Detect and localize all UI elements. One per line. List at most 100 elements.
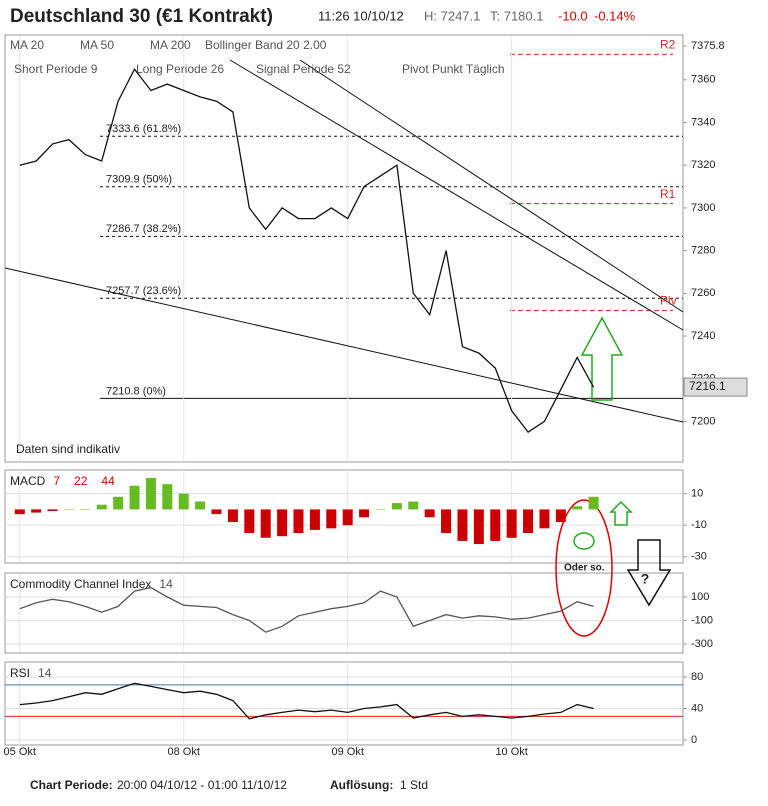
y-tick-label: 0 xyxy=(691,734,697,746)
x-tick-label: 09 Okt xyxy=(331,746,363,758)
panel-title: RSI xyxy=(10,666,30,680)
indicator-label: MA 50 xyxy=(80,38,114,52)
trend-line xyxy=(299,59,684,313)
macd-bar xyxy=(588,496,599,510)
price-line xyxy=(19,586,594,633)
time: 11:26 10/10/12 xyxy=(318,8,404,23)
x-tick-label: 08 Okt xyxy=(168,746,200,758)
macd-bar xyxy=(293,509,304,534)
trend-line xyxy=(4,267,684,423)
panel-param: 7 xyxy=(53,474,60,488)
down-arrow xyxy=(626,539,672,607)
macd-bar xyxy=(96,504,107,510)
macd-bar xyxy=(31,509,42,513)
macd-bar xyxy=(359,509,370,518)
y-tick-label: 7320 xyxy=(691,159,715,171)
y-tick-label: 7360 xyxy=(691,74,715,86)
note: Daten sind indikativ xyxy=(16,442,120,456)
panel-frame xyxy=(4,572,684,654)
macd-bar xyxy=(375,509,386,510)
panel-param: 14 xyxy=(159,577,173,591)
indicator-label: MA 200 xyxy=(150,38,191,52)
y-tick-label: 80 xyxy=(691,671,703,683)
trend-line xyxy=(229,59,684,331)
level-label: 7286.7 (38.2%) xyxy=(106,223,181,235)
y-tick-label: 40 xyxy=(691,702,703,714)
indicator-label: MA 20 xyxy=(10,38,44,52)
macd-bar xyxy=(211,509,222,515)
macd-bar xyxy=(326,509,337,529)
level-label: 7210.8 (0%) xyxy=(106,385,166,397)
x-tick-label: 05 Okt xyxy=(4,746,36,758)
macd-bar xyxy=(113,496,124,510)
pivot-label: Piv xyxy=(660,294,677,308)
price-line xyxy=(19,682,594,720)
up-arrow xyxy=(580,316,624,401)
level-label: 7333.6 (61.8%) xyxy=(106,123,181,135)
price-line xyxy=(19,67,595,433)
macd-bar xyxy=(441,509,452,534)
indicator-label: Bollinger Band 20 2.00 xyxy=(205,38,327,52)
panel-title: MACD xyxy=(10,474,46,488)
y-tick-label: 7340 xyxy=(691,116,715,128)
macd-bar xyxy=(63,509,74,510)
macd-bar xyxy=(506,509,517,538)
macd-bar xyxy=(342,509,353,526)
panel-frame xyxy=(4,469,684,564)
macd-bar xyxy=(539,509,550,529)
macd-bar xyxy=(309,509,320,530)
indicator-label: Long Periode 26 xyxy=(136,62,224,76)
indicator-label: Pivot Punkt Täglich xyxy=(402,62,505,76)
indicator-label: Signal Periode 52 xyxy=(256,62,351,76)
pivot-label: R2 xyxy=(660,37,676,51)
macd-bar xyxy=(391,503,402,510)
resolution-label: Auflösung: xyxy=(330,778,393,792)
change: -10.0 xyxy=(558,8,588,23)
macd-bar xyxy=(424,509,435,518)
macd-bar xyxy=(145,477,156,510)
last-price: 7216.1 xyxy=(689,379,726,393)
y-tick-label: 7200 xyxy=(691,415,715,427)
y-tick-label: 7260 xyxy=(691,287,715,299)
last-price-box xyxy=(683,377,748,397)
macd-bar xyxy=(572,506,583,510)
high: H: 7247.1 xyxy=(424,8,480,23)
period-label: Chart Periode: xyxy=(30,778,113,792)
y-tick-label: 7240 xyxy=(691,330,715,342)
macd-bar xyxy=(80,509,91,510)
y-tick-label: 7375.8 xyxy=(691,40,725,52)
panel-title: Commodity Channel Index xyxy=(10,577,151,591)
macd-bar xyxy=(457,509,468,541)
macd-bar xyxy=(490,509,501,541)
y-tick-label: 100 xyxy=(691,591,709,603)
macd-bar xyxy=(227,509,238,523)
panel-param: 22 xyxy=(74,474,88,488)
question: ? xyxy=(641,571,650,587)
pivot-label: R1 xyxy=(660,187,676,201)
resolution: 1 Std xyxy=(400,778,428,792)
y-tick-label: -100 xyxy=(691,614,713,626)
macd-bar xyxy=(178,493,189,510)
y-tick-label: 10 xyxy=(691,488,703,500)
change-pct: -0.14% xyxy=(594,8,636,23)
macd-bar xyxy=(260,509,271,538)
trend-lines xyxy=(4,59,684,423)
macd-bar xyxy=(277,509,288,537)
level-label: 7309.9 (50%) xyxy=(106,174,172,186)
macd-bar xyxy=(195,501,206,510)
macd-bar xyxy=(473,509,484,545)
macd-bar xyxy=(244,509,255,534)
highlight-ellipse xyxy=(555,499,613,637)
title: Deutschland 30 (€1 Kontrakt) xyxy=(10,6,273,27)
macd-bar xyxy=(555,509,566,523)
indicator-label: Short Periode 9 xyxy=(14,62,98,76)
y-tick-label: 7300 xyxy=(691,202,715,214)
macd-bar xyxy=(47,509,58,511)
y-tick-label: -10 xyxy=(691,519,707,531)
comment: Oder so. xyxy=(564,563,605,574)
period: 20:00 04/10/12 - 01:00 11/10/12 xyxy=(117,778,287,792)
y-tick-label: 7280 xyxy=(691,245,715,257)
x-tick-label: 10 Okt xyxy=(495,746,527,758)
y-tick-label: -300 xyxy=(691,638,713,650)
